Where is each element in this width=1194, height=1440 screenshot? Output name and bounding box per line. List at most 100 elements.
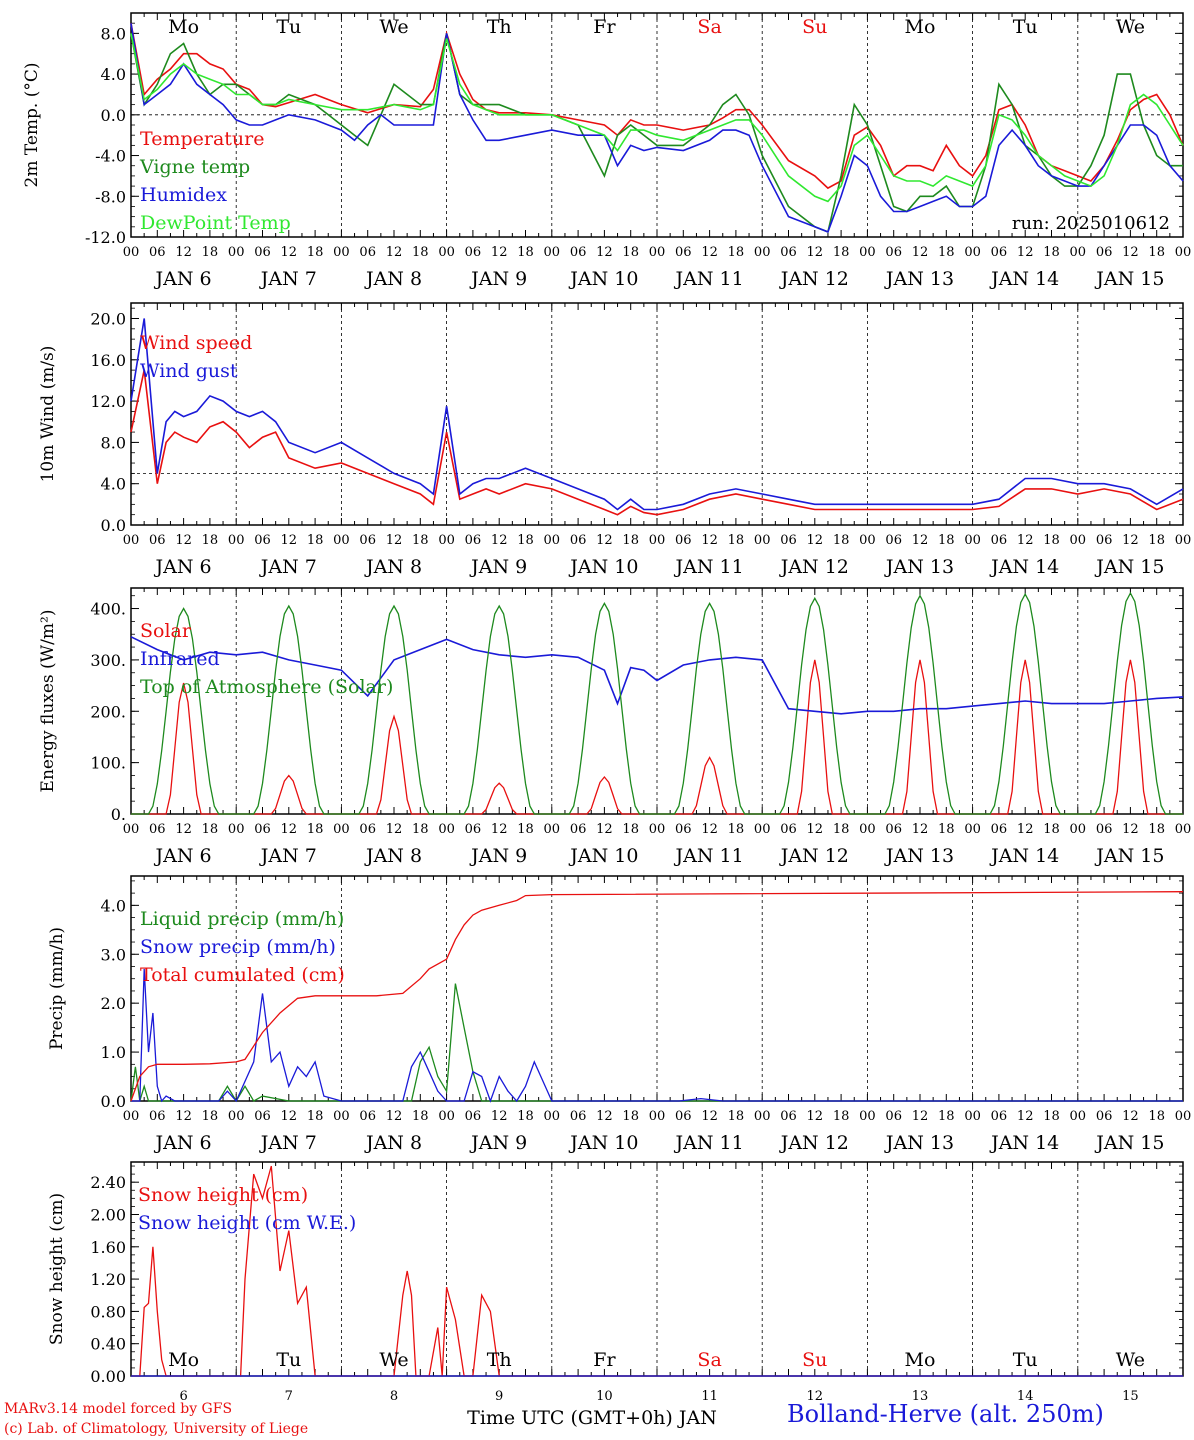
hour-tick-label: 18 — [728, 533, 745, 548]
hour-tick-label: 00 — [1175, 533, 1192, 548]
y-tick-label: 100. — [90, 754, 126, 773]
weekday-label: Mo — [905, 16, 936, 38]
day-number-label: 8 — [390, 1389, 398, 1404]
hour-tick-label: 00 — [964, 1109, 981, 1124]
legend-entry: Wind gust — [140, 360, 238, 382]
day-tick-label: JAN 15 — [1094, 556, 1164, 578]
series-line — [131, 591, 1183, 815]
station-title: Bolland-Herve (alt. 250m) — [787, 1400, 1104, 1428]
day-tick-label: JAN 15 — [1094, 845, 1164, 867]
day-tick-label: JAN 8 — [364, 268, 422, 290]
copyright-credit: (c) Lab. of Climatology, University of L… — [4, 1421, 309, 1437]
day-tick-label: JAN 14 — [989, 556, 1059, 578]
day-tick-label: JAN 13 — [884, 1132, 954, 1154]
hour-tick-label: 12 — [1122, 245, 1139, 260]
legend-entry: Snow height (cm W.E.) — [138, 1212, 356, 1234]
y-tick-label: 1.0 — [101, 1043, 126, 1062]
day-number-label: 12 — [807, 1389, 824, 1404]
series-lines — [130, 23, 1184, 1377]
legend-entry: Snow height (cm) — [138, 1184, 308, 1206]
hour-tick-label: 18 — [1148, 533, 1165, 548]
y-tick-label: 4.0 — [101, 65, 126, 84]
hour-tick-label: 18 — [412, 1109, 429, 1124]
hour-tick-label: 18 — [202, 533, 219, 548]
day-tick-label: JAN 10 — [568, 556, 638, 578]
hour-tick-label: 12 — [1122, 533, 1139, 548]
hour-tick-label: 18 — [1043, 245, 1060, 260]
hour-tick-label: 18 — [728, 822, 745, 837]
hour-tick-label: 00 — [228, 533, 245, 548]
hour-tick-label: 00 — [544, 822, 561, 837]
hour-tick-label: 12 — [701, 822, 718, 837]
day-number-label: 10 — [596, 1389, 613, 1404]
hour-tick-label: 00 — [649, 533, 666, 548]
hour-tick-label: 06 — [885, 533, 902, 548]
hour-tick-label: 00 — [438, 245, 455, 260]
day-tick-label: JAN 6 — [154, 845, 212, 867]
hour-tick-label: 06 — [675, 1109, 692, 1124]
hour-tick-label: 18 — [1148, 245, 1165, 260]
legend-entry: Infrared — [140, 648, 220, 670]
hour-tick-label: 00 — [123, 245, 140, 260]
hour-tick-label: 12 — [912, 533, 929, 548]
legend-entry: Solar — [140, 620, 192, 642]
hour-tick-label: 18 — [728, 1109, 745, 1124]
legend-entry: Temperature — [140, 128, 264, 150]
hour-tick-label: 12 — [491, 533, 508, 548]
hour-tick-label: 06 — [780, 245, 797, 260]
hour-tick-label: 18 — [412, 533, 429, 548]
hour-tick-label: 06 — [675, 822, 692, 837]
hour-tick-label: 06 — [359, 245, 376, 260]
hour-tick-label: 06 — [149, 1109, 166, 1124]
hour-tick-label: 12 — [807, 1109, 824, 1124]
day-tick-label: JAN 9 — [469, 556, 527, 578]
hour-tick-label: 00 — [544, 1109, 561, 1124]
weekday-label: Tu — [276, 16, 301, 38]
series-line — [130, 636, 1184, 715]
y-axis-label: Precip (mm/h) — [47, 927, 67, 1050]
hour-tick-label: 00 — [333, 822, 350, 837]
weekday-label: We — [379, 16, 408, 38]
y-tick-label: 2.40 — [90, 1173, 126, 1192]
weekday-label: Su — [802, 16, 827, 38]
y-tick-label: 300. — [90, 651, 126, 670]
hour-tick-label: 12 — [1017, 533, 1034, 548]
weekday-label: We — [1116, 1349, 1145, 1371]
hour-tick-label: 00 — [754, 1109, 771, 1124]
hour-tick-label: 06 — [991, 245, 1008, 260]
hour-tick-label: 06 — [1096, 1109, 1113, 1124]
hour-tick-label: 00 — [544, 245, 561, 260]
day-number-label: 9 — [495, 1389, 503, 1404]
hour-tick-label: 12 — [701, 533, 718, 548]
hour-tick-label: 06 — [465, 533, 482, 548]
day-tick-label: JAN 10 — [568, 268, 638, 290]
hour-tick-label: 00 — [964, 533, 981, 548]
day-tick-label: JAN 13 — [884, 268, 954, 290]
day-tick-label: JAN 12 — [779, 556, 849, 578]
hour-tick-label: 18 — [307, 245, 324, 260]
hour-tick-label: 12 — [386, 245, 403, 260]
hour-tick-label: 12 — [281, 1109, 298, 1124]
legend-entry: Top of Atmosphere (Solar) — [140, 676, 393, 698]
hour-tick-label: 18 — [833, 1109, 850, 1124]
y-tick-label: 2.00 — [90, 1205, 126, 1224]
y-tick-label: 4.0 — [101, 896, 126, 915]
day-tick-label: JAN 6 — [154, 556, 212, 578]
hour-tick-label: 12 — [386, 822, 403, 837]
hour-tick-label: 12 — [807, 822, 824, 837]
model-credit: MARv3.14 model forced by GFS — [4, 1401, 233, 1417]
weekday-label: Fr — [593, 16, 616, 38]
hour-tick-label: 06 — [780, 822, 797, 837]
weekday-label: We — [379, 1349, 408, 1371]
hour-tick-label: 00 — [544, 533, 561, 548]
y-tick-label: 1.60 — [90, 1238, 126, 1257]
hour-tick-label: 12 — [596, 822, 613, 837]
hour-tick-label: 12 — [491, 245, 508, 260]
day-number-label: 15 — [1122, 1389, 1139, 1404]
series-line — [130, 33, 1184, 203]
hour-tick-label: 06 — [570, 822, 587, 837]
hour-tick-label: 00 — [438, 1109, 455, 1124]
hour-tick-label: 18 — [938, 1109, 955, 1124]
day-tick-label: JAN 12 — [779, 1132, 849, 1154]
hour-tick-label: 12 — [281, 822, 298, 837]
